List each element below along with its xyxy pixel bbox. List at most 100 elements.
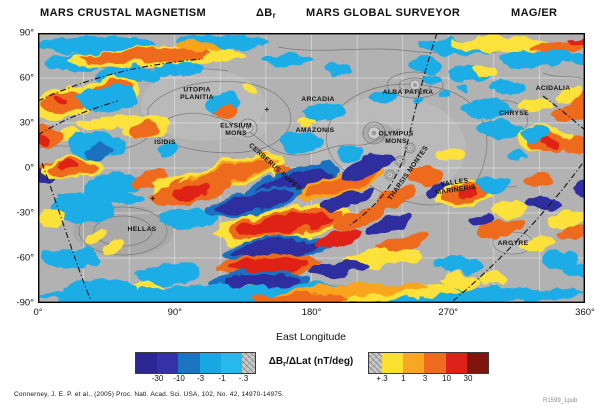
lat-tick-label: 30° <box>19 117 34 129</box>
colorbar-segment <box>136 353 158 373</box>
field-blob <box>86 144 114 160</box>
field-blob <box>341 153 397 179</box>
lat-tick-label: 90° <box>19 27 34 39</box>
field-blob <box>104 242 124 256</box>
colorbar-tick-label: 10 <box>442 374 451 383</box>
lon-tick-label: 270° <box>438 307 459 318</box>
feature-label: HELLAS <box>128 226 157 233</box>
colorbar-segment <box>242 353 256 373</box>
field-blob <box>490 200 528 218</box>
field-blob <box>543 137 559 147</box>
lat-tick-label: 0° <box>24 162 34 174</box>
colorbar-negative: -30 -10 -3 -1 -.3 <box>135 352 256 383</box>
colorbar-positive: +.3 1 3 10 30 <box>368 352 489 383</box>
contour-ring <box>78 206 168 256</box>
field-blob <box>407 167 441 185</box>
volcano-caldera <box>408 146 412 150</box>
field-blob <box>460 99 512 119</box>
field-blob <box>228 257 310 275</box>
field-blob <box>214 189 294 215</box>
field-blob <box>410 59 446 73</box>
field-blob <box>40 249 96 269</box>
field-blob <box>219 103 241 115</box>
legend-subscript: r <box>283 359 287 368</box>
feature-label: ARCADIA <box>301 96 334 103</box>
field-blob <box>301 103 345 121</box>
colorbar-segment <box>403 353 425 373</box>
colorbar-tick-label: -3 <box>196 374 205 383</box>
field-blob <box>527 197 561 211</box>
figure-title-symbol: ΔBr <box>256 7 277 20</box>
field-blob <box>58 294 218 303</box>
field-blob <box>38 209 68 229</box>
field-blob <box>540 251 578 267</box>
field-blob <box>480 273 508 285</box>
figure-title-instrument: MAG/ER <box>511 7 558 19</box>
mars-map: UTOPIA PLANITIA ARCADIA ALBA PATERA ACIDALIA… <box>38 33 585 303</box>
field-blob <box>528 41 585 51</box>
field-blob <box>490 79 526 95</box>
field-blob <box>236 212 332 236</box>
field-blob <box>366 213 412 235</box>
colorbar-tick-label: -30 <box>151 374 164 383</box>
feature-label: CHRYSE <box>499 110 529 117</box>
colorbar-segment <box>220 353 243 373</box>
field-blob <box>310 260 368 278</box>
mars-map-svg: UTOPIA PLANITIA ARCADIA ALBA PATERA ACIDALIA… <box>38 33 585 303</box>
volcano-caldera <box>371 130 377 136</box>
field-blob <box>127 120 161 138</box>
feature-label: AMAZONIS <box>296 127 335 134</box>
field-blob <box>452 36 548 52</box>
plus-marker: + <box>151 194 156 203</box>
field-blob <box>78 87 138 111</box>
field-blob <box>565 36 585 44</box>
field-blob <box>508 152 530 164</box>
field-blob <box>554 88 585 102</box>
figure-id: R1599_1pub <box>543 398 578 404</box>
field-blob <box>421 74 439 84</box>
field-blob <box>55 192 145 206</box>
field-blob <box>438 274 480 288</box>
colorbar-segment <box>369 353 382 373</box>
field-blob <box>315 229 363 249</box>
lat-tick-label: -60° <box>16 252 34 264</box>
field-blob <box>136 264 202 284</box>
citation: Connerney, J. E. P. et al., (2005) Proc.… <box>14 391 284 398</box>
field-blob <box>518 99 554 113</box>
field-blob <box>377 233 431 255</box>
contour-ring <box>362 121 386 145</box>
field-blob <box>83 171 143 197</box>
field-blob <box>81 230 107 248</box>
volcano-caldera <box>398 159 402 163</box>
feature-label: UTOPIA PLANITIA <box>180 86 214 101</box>
field-blob <box>337 147 363 163</box>
field-blob <box>369 89 397 103</box>
field-blob <box>435 255 483 273</box>
volcano-caldera <box>388 173 392 177</box>
field-blobs <box>38 35 585 303</box>
feature-label: ALBA PATERA <box>383 89 434 96</box>
contour-ring <box>384 169 396 181</box>
colorbar-tick-label: 30 <box>463 374 473 383</box>
field-blob <box>557 226 585 242</box>
colorbar-segment <box>199 353 221 373</box>
field-blob <box>565 54 585 66</box>
contour-line <box>542 72 585 80</box>
field-blob <box>38 133 50 145</box>
colorbar-tick-label: -10 <box>173 374 185 383</box>
feature-label: ISIDIS <box>154 139 176 146</box>
figure-title-main: MARS CRUSTAL MAGNETISM <box>40 7 207 19</box>
colorbar-tick-label: 3 <box>422 374 428 383</box>
dash-dot-arc <box>38 100 119 136</box>
symbol-subscript: r <box>272 11 277 20</box>
colorbar-tick-label: -.3 <box>238 374 249 383</box>
field-blob <box>154 62 206 76</box>
volcano-caldera <box>246 126 250 130</box>
colorbar-segment <box>466 353 489 373</box>
field-blob <box>242 84 260 92</box>
field-blob <box>564 136 585 154</box>
field-blob <box>437 148 463 162</box>
field-blob <box>260 55 312 67</box>
figure-title-mission: MARS GLOBAL SURVEYOR <box>306 7 461 19</box>
field-blob <box>156 142 182 156</box>
